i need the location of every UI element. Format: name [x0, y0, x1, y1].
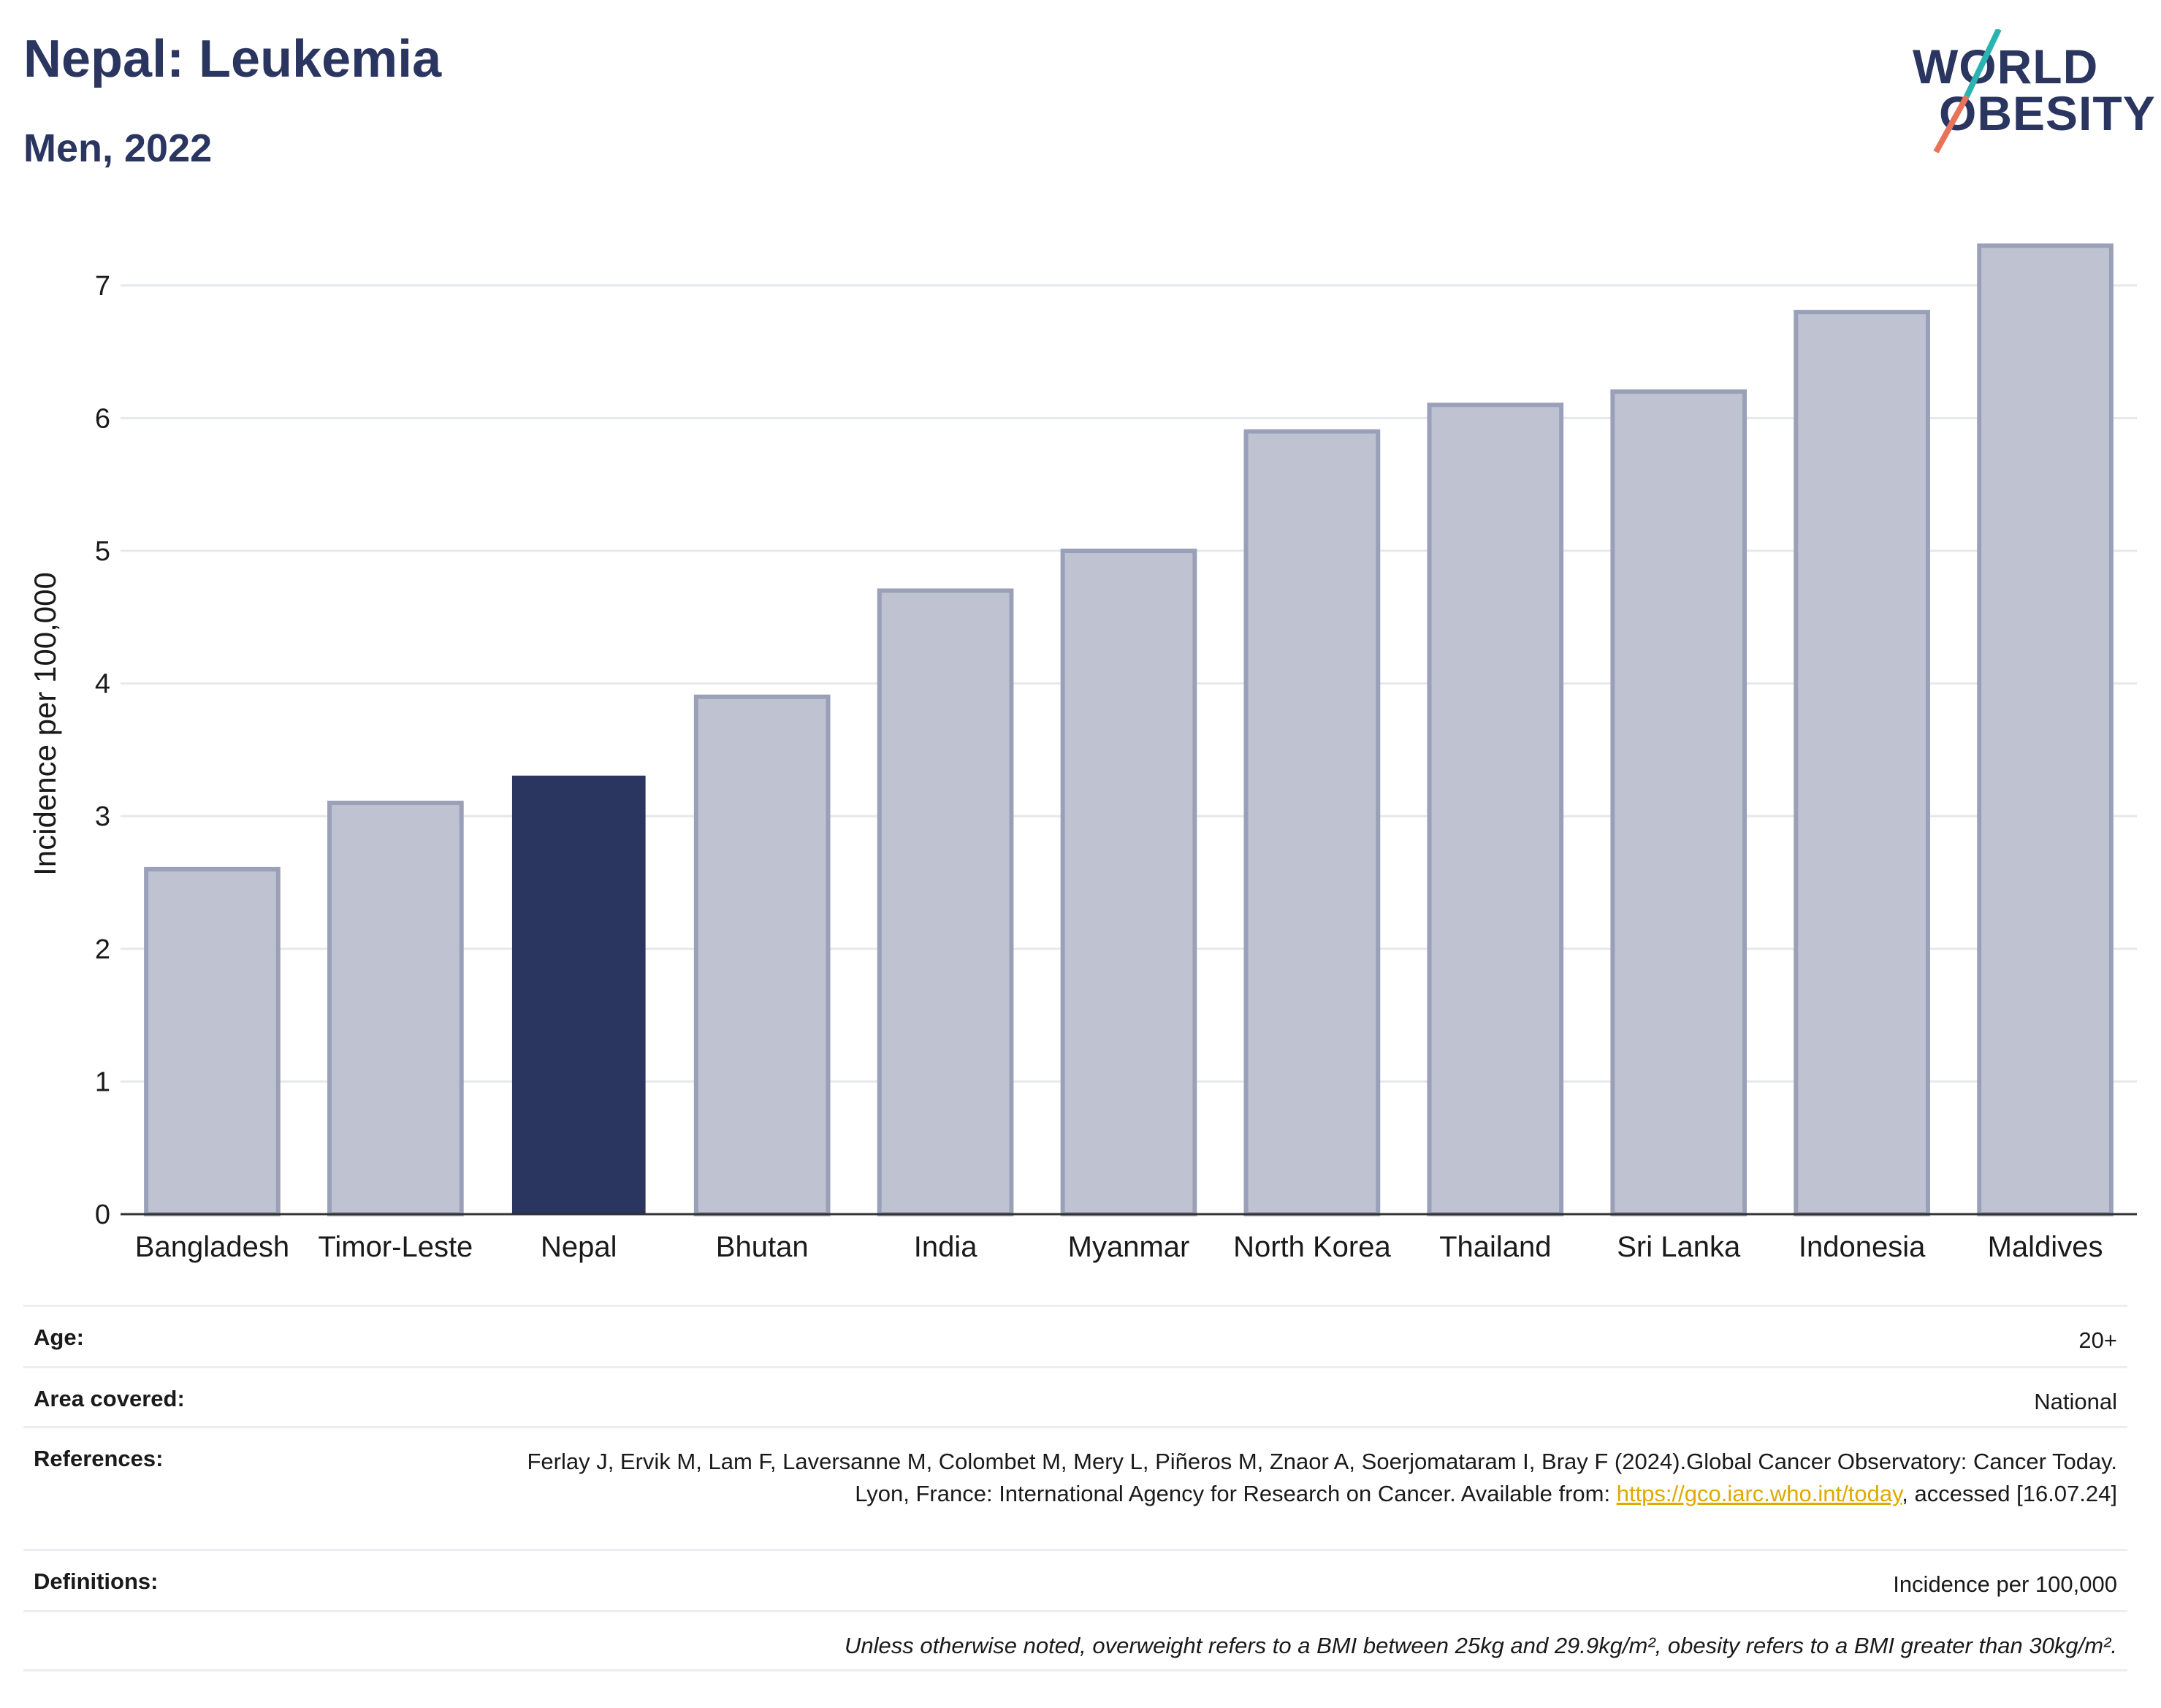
x-axis-ticks: Bangladesh Timor-Leste Nepal Bhutan India Mya…	[135, 1231, 2103, 1263]
references-text: Ferlay J, Ervik M, Lam F, Laversanne M, …	[527, 1449, 2117, 1506]
meta-row-definitions: Definitions: Incidence per 100,000	[23, 1549, 2127, 1610]
y-tick-label: 0	[95, 1200, 110, 1230]
y-tick-label: 5	[95, 536, 110, 567]
bar-bhutan	[693, 694, 831, 1216]
bar-timor-leste	[327, 801, 464, 1217]
y-tick-label: 2	[95, 934, 110, 965]
meta-row-note: Unless otherwise noted, overweight refer…	[23, 1610, 2127, 1671]
bar-north-korea	[1243, 429, 1381, 1216]
x-tick-label: Sri Lanka	[1617, 1231, 1741, 1263]
logo-slash-icon	[1933, 29, 2002, 153]
logo-line-2: OBESITY	[1939, 86, 2156, 140]
logo-line-1: WORLD	[1913, 39, 2099, 94]
page-subtitle: Men, 2022	[23, 126, 213, 170]
x-tick-label: Maldives	[1988, 1231, 2103, 1263]
x-tick-label: Bangladesh	[135, 1231, 289, 1263]
area-value: National	[2034, 1389, 2117, 1414]
y-tick-label: 1	[95, 1067, 110, 1097]
y-tick-label: 6	[95, 403, 110, 434]
bar-chart: 0 1 2 3 4 5 6 7 Bangladesh Timor-Leste Nepal Bhuta…	[28, 243, 2137, 1263]
meta-row-age: Age: 20+	[23, 1305, 2127, 1366]
bar-india	[877, 588, 1014, 1216]
y-axis-ticks: 0 1 2 3 4 5 6 7	[95, 271, 110, 1230]
x-tick-label: Thailand	[1439, 1231, 1551, 1263]
page-title: Nepal: Leukemia	[23, 30, 442, 88]
area-label: Area covered:	[34, 1386, 185, 1411]
bmi-note: Unless otherwise noted, overweight refer…	[844, 1633, 2117, 1658]
x-tick-label: Bhutan	[716, 1231, 809, 1263]
chart-bars	[144, 243, 2114, 1217]
metadata-table: Age: 20+ Area covered: National Referenc…	[23, 1305, 2127, 1671]
age-label: Age:	[34, 1324, 84, 1350]
age-value: 20+	[2078, 1327, 2117, 1353]
y-tick-label: 4	[95, 669, 110, 700]
world-obesity-logo: WORLD OBESITY	[1899, 29, 2155, 153]
y-axis-label: Incidence per 100,000	[28, 572, 62, 876]
x-tick-label: Nepal	[541, 1231, 617, 1263]
references-link[interactable]: https://gco.iarc.who.int/today	[1616, 1481, 1902, 1506]
definitions-label: Definitions:	[34, 1568, 159, 1594]
meta-row-area: Area covered: National	[23, 1366, 2127, 1426]
bar-indonesia	[1794, 310, 1930, 1216]
bar-myanmar	[1060, 549, 1197, 1216]
bar-sri-lanka	[1610, 389, 1748, 1217]
x-tick-label: Indonesia	[1799, 1231, 1926, 1263]
meta-row-references: References: Ferlay J, Ervik M, Lam F, La…	[23, 1426, 2127, 1549]
x-tick-label: Timor-Leste	[318, 1231, 473, 1263]
bar-thailand	[1427, 403, 1564, 1216]
bar-nepal	[511, 775, 646, 1215]
y-tick-label: 7	[95, 271, 110, 302]
references-value: Ferlay J, Ervik M, Lam F, Laversanne M, …	[510, 1446, 2117, 1549]
references-accessed: , accessed [16.07.24]	[1902, 1481, 2117, 1506]
bar-bangladesh	[144, 866, 281, 1216]
references-label: References:	[34, 1446, 164, 1471]
y-tick-label: 3	[95, 801, 110, 832]
x-tick-label: North Korea	[1233, 1231, 1391, 1263]
bar-maldives	[1977, 243, 2114, 1217]
x-tick-label: India	[914, 1231, 977, 1263]
x-tick-label: Myanmar	[1068, 1231, 1190, 1263]
definitions-value: Incidence per 100,000	[1893, 1571, 2117, 1597]
